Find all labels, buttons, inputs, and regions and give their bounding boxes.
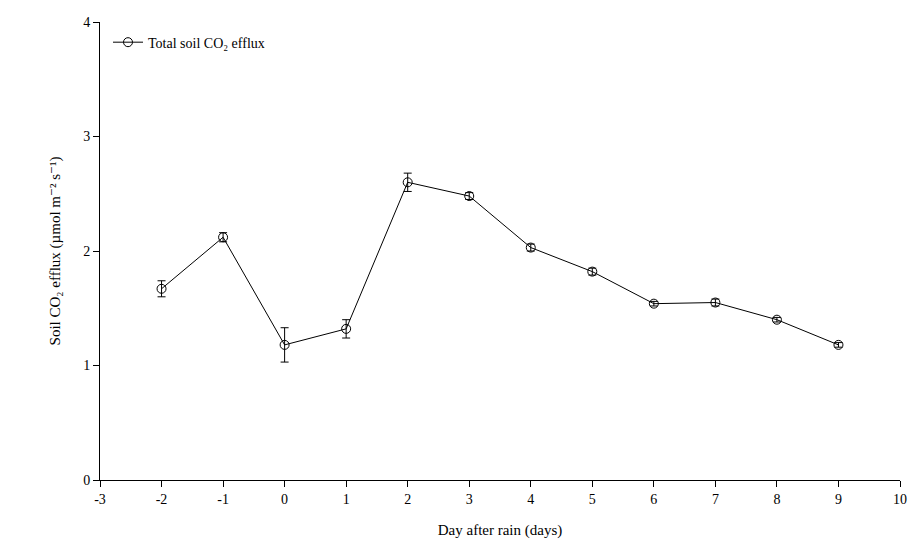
svg-text:1: 1 — [83, 358, 90, 373]
svg-text:9: 9 — [835, 492, 842, 507]
svg-text:8: 8 — [773, 492, 780, 507]
svg-text:3: 3 — [83, 129, 90, 144]
svg-text:-2: -2 — [156, 492, 168, 507]
svg-text:-3: -3 — [94, 492, 106, 507]
svg-text:Soil CO₂ efflux (µmol m⁻² s⁻¹): Soil CO₂ efflux (µmol m⁻² s⁻¹) — [47, 157, 64, 346]
svg-text:5: 5 — [589, 492, 596, 507]
svg-text:Total soil CO₂ efflux: Total soil CO₂ efflux — [148, 36, 265, 51]
svg-text:2: 2 — [404, 492, 411, 507]
svg-text:2: 2 — [83, 244, 90, 259]
svg-text:0: 0 — [83, 473, 90, 488]
svg-text:0: 0 — [281, 492, 288, 507]
svg-text:Day after rain (days): Day after rain (days) — [438, 522, 563, 539]
svg-text:6: 6 — [650, 492, 657, 507]
svg-text:10: 10 — [893, 492, 907, 507]
svg-text:7: 7 — [712, 492, 719, 507]
svg-text:-1: -1 — [217, 492, 229, 507]
svg-text:4: 4 — [83, 15, 90, 30]
svg-text:1: 1 — [343, 492, 350, 507]
svg-text:4: 4 — [527, 492, 534, 507]
svg-text:3: 3 — [466, 492, 473, 507]
